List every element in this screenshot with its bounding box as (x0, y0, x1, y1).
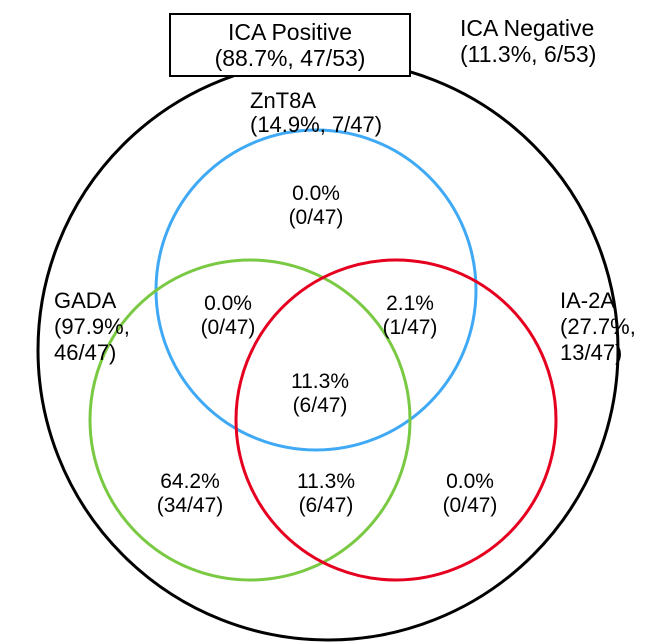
label-znt8a-2: (14.9%, 7/47) (250, 112, 382, 137)
label-ia2a-1: IA-2A (560, 288, 615, 313)
label-gada-2: (97.9%, (54, 314, 130, 339)
region-znt8a-gada-pct: 0.0% (204, 292, 252, 315)
ica-positive-label-2: (88.7%, 47/53) (215, 45, 366, 71)
region-ia2a-only-frac: (0/47) (443, 494, 498, 517)
region-ia2a-only: 0.0% (0/47) (443, 470, 498, 517)
region-gada-only: 64.2% (34/47) (157, 470, 224, 517)
ica-positive-label-1: ICA Positive (228, 19, 352, 45)
region-znt8a-only-pct: 0.0% (292, 182, 340, 205)
region-gada-only-pct: 64.2% (160, 470, 220, 493)
region-gada-ia2a: 11.3% (6/47) (297, 470, 355, 517)
label-znt8a-1: ZnT8A (250, 88, 316, 113)
region-all-three-frac: (6/47) (293, 394, 348, 417)
ica-negative-label-1: ICA Negative (460, 15, 594, 41)
region-znt8a-ia2a-pct: 2.1% (386, 292, 434, 315)
region-znt8a-ia2a-frac: (1/47) (383, 316, 438, 339)
label-ia2a-2: (27.7%, (560, 314, 636, 339)
region-znt8a-gada: 0.0% (0/47) (201, 292, 256, 339)
label-ia2a-3: 13/47) (560, 340, 622, 365)
region-ia2a-only-pct: 0.0% (446, 470, 494, 493)
region-znt8a-ia2a: 2.1% (1/47) (383, 292, 438, 339)
label-gada-3: 46/47) (54, 340, 116, 365)
outer-boundary-circle (38, 60, 618, 640)
region-znt8a-gada-frac: (0/47) (201, 316, 256, 339)
region-gada-ia2a-frac: (6/47) (299, 494, 354, 517)
region-gada-ia2a-pct: 11.3% (297, 470, 355, 493)
region-znt8a-only-frac: (0/47) (289, 206, 344, 229)
region-znt8a-only: 0.0% (0/47) (289, 182, 344, 229)
ica-negative-label-2: (11.3%, 6/53) (460, 41, 596, 67)
region-all-three: 11.3% (6/47) (291, 370, 349, 417)
region-gada-only-frac: (34/47) (157, 494, 224, 517)
label-gada-1: GADA (54, 288, 117, 313)
region-all-three-pct: 11.3% (291, 370, 349, 393)
